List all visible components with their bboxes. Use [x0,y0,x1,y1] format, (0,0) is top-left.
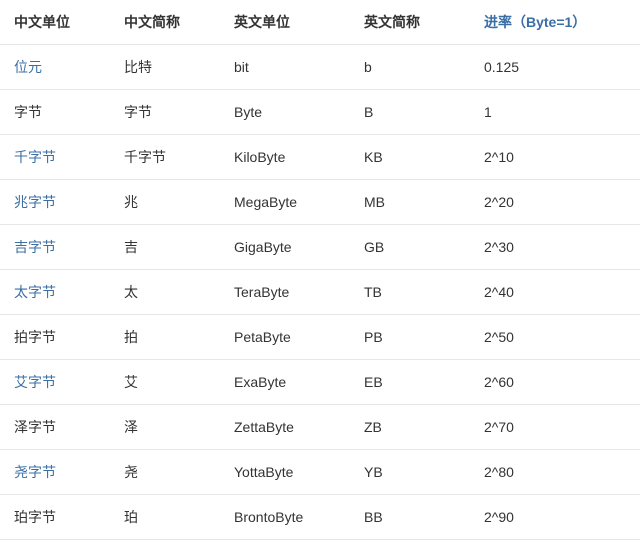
cell-en-short: B [350,90,470,135]
cell-zh-short: 比特 [110,45,220,90]
cell-rate: 2^10 [470,135,640,180]
cell-zh-short: 千字节 [110,135,220,180]
table-head: 中文单位 中文简称 英文单位 英文简称 进率（Byte=1） [0,0,640,45]
table-row: 吉字节吉GigaByteGB2^30 [0,225,640,270]
cell-rate: 2^30 [470,225,640,270]
table-row: 千字节千字节KiloByteKB2^10 [0,135,640,180]
cell-en-short: EB [350,360,470,405]
cell-zh-unit[interactable]: 吉字节 [0,225,110,270]
cell-rate: 2^50 [470,315,640,360]
cell-zh-short: 吉 [110,225,220,270]
cell-rate: 2^90 [470,495,640,540]
table-row: 太字节太TeraByteTB2^40 [0,270,640,315]
cell-zh-unit: 字节 [0,90,110,135]
cell-en-short: MB [350,180,470,225]
table-row: 泽字节泽ZettaByteZB2^70 [0,405,640,450]
cell-en-unit: TeraByte [220,270,350,315]
cell-en-unit: ZettaByte [220,405,350,450]
cell-zh-short: 兆 [110,180,220,225]
table-row: 字节字节ByteB1 [0,90,640,135]
cell-en-unit: KiloByte [220,135,350,180]
cell-rate: 2^40 [470,270,640,315]
cell-en-unit: PetaByte [220,315,350,360]
cell-rate: 2^80 [470,450,640,495]
table-row: 位元比特bitb0.125 [0,45,640,90]
cell-zh-unit[interactable]: 尧字节 [0,450,110,495]
cell-rate: 0.125 [470,45,640,90]
cell-en-short: YB [350,450,470,495]
header-zh-short: 中文简称 [110,0,220,45]
table-row: 拍字节拍PetaBytePB2^50 [0,315,640,360]
cell-en-short: GB [350,225,470,270]
byte-units-table: 中文单位 中文简称 英文单位 英文简称 进率（Byte=1） 位元比特bitb0… [0,0,640,540]
cell-zh-unit: 珀字节 [0,495,110,540]
table-row: 珀字节珀BrontoByteBB2^90 [0,495,640,540]
cell-zh-unit[interactable]: 兆字节 [0,180,110,225]
cell-zh-short: 太 [110,270,220,315]
cell-zh-unit[interactable]: 千字节 [0,135,110,180]
cell-en-short: BB [350,495,470,540]
header-row: 中文单位 中文简称 英文单位 英文简称 进率（Byte=1） [0,0,640,45]
cell-en-unit: MegaByte [220,180,350,225]
cell-en-unit: GigaByte [220,225,350,270]
cell-zh-unit: 拍字节 [0,315,110,360]
cell-en-unit: bit [220,45,350,90]
cell-zh-short: 尧 [110,450,220,495]
cell-rate: 2^70 [470,405,640,450]
cell-rate: 1 [470,90,640,135]
header-rate: 进率（Byte=1） [470,0,640,45]
header-en-unit: 英文单位 [220,0,350,45]
header-zh-unit: 中文单位 [0,0,110,45]
cell-en-short: PB [350,315,470,360]
table-body: 位元比特bitb0.125字节字节ByteB1千字节千字节KiloByteKB2… [0,45,640,540]
cell-zh-unit: 泽字节 [0,405,110,450]
cell-en-unit: ExaByte [220,360,350,405]
header-en-short: 英文简称 [350,0,470,45]
cell-zh-unit[interactable]: 艾字节 [0,360,110,405]
cell-en-short: ZB [350,405,470,450]
cell-zh-short: 珀 [110,495,220,540]
cell-rate: 2^60 [470,360,640,405]
cell-zh-short: 字节 [110,90,220,135]
cell-en-short: b [350,45,470,90]
cell-en-short: KB [350,135,470,180]
cell-en-unit: Byte [220,90,350,135]
cell-zh-short: 拍 [110,315,220,360]
cell-en-short: TB [350,270,470,315]
cell-rate: 2^20 [470,180,640,225]
table-row: 兆字节兆MegaByteMB2^20 [0,180,640,225]
cell-zh-unit[interactable]: 位元 [0,45,110,90]
table-row: 艾字节艾ExaByteEB2^60 [0,360,640,405]
cell-zh-unit[interactable]: 太字节 [0,270,110,315]
cell-zh-short: 艾 [110,360,220,405]
cell-zh-short: 泽 [110,405,220,450]
cell-en-unit: BrontoByte [220,495,350,540]
table-row: 尧字节尧YottaByteYB2^80 [0,450,640,495]
cell-en-unit: YottaByte [220,450,350,495]
